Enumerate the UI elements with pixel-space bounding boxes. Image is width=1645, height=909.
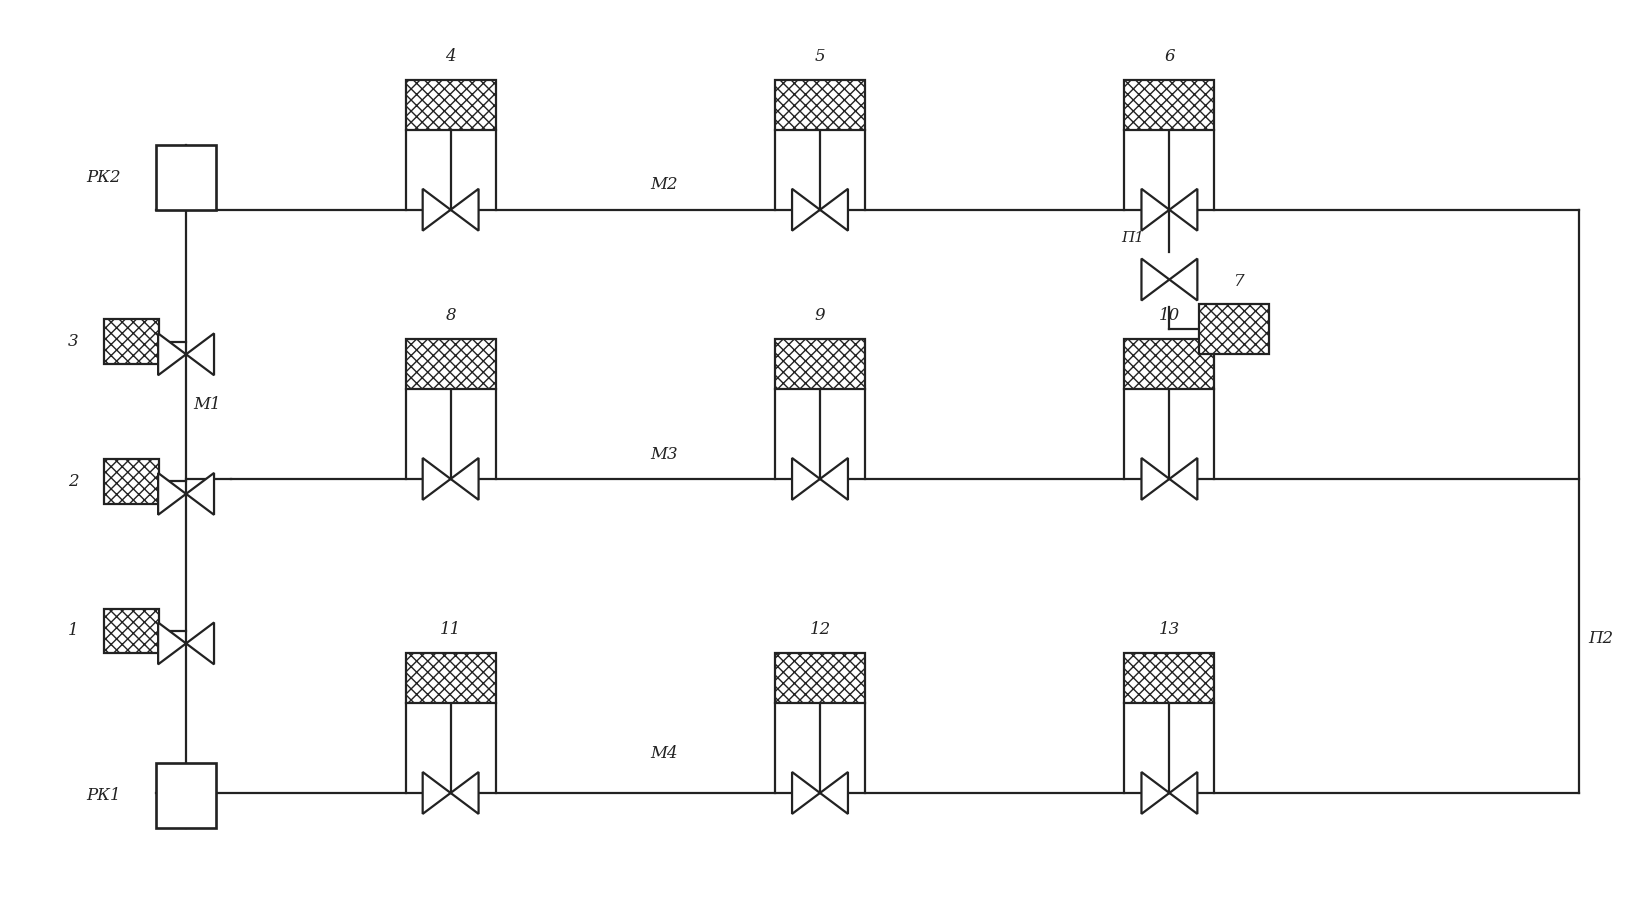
- Text: 1: 1: [67, 623, 79, 639]
- Polygon shape: [1142, 458, 1170, 500]
- Text: П2: П2: [1589, 630, 1614, 647]
- Bar: [104, 459, 158, 504]
- Polygon shape: [451, 772, 479, 814]
- Polygon shape: [158, 623, 186, 664]
- Text: 3: 3: [67, 334, 79, 350]
- Polygon shape: [819, 772, 847, 814]
- Bar: [406, 654, 495, 704]
- Polygon shape: [1170, 458, 1198, 500]
- Bar: [1125, 339, 1214, 389]
- Polygon shape: [819, 189, 847, 231]
- Polygon shape: [186, 623, 214, 664]
- Polygon shape: [791, 458, 819, 500]
- Polygon shape: [791, 772, 819, 814]
- Polygon shape: [158, 334, 186, 375]
- Text: 7: 7: [1234, 273, 1245, 289]
- Text: 8: 8: [446, 307, 456, 325]
- Polygon shape: [186, 473, 214, 514]
- Polygon shape: [423, 772, 451, 814]
- Polygon shape: [791, 189, 819, 231]
- Text: 12: 12: [809, 622, 831, 638]
- Text: М4: М4: [650, 744, 678, 762]
- Text: 4: 4: [446, 48, 456, 65]
- Text: 13: 13: [1158, 622, 1179, 638]
- Polygon shape: [1142, 258, 1170, 301]
- Polygon shape: [1142, 772, 1170, 814]
- Text: М2: М2: [650, 176, 678, 194]
- Text: 11: 11: [439, 622, 461, 638]
- Bar: [1125, 80, 1214, 130]
- Bar: [775, 339, 865, 389]
- Polygon shape: [1170, 772, 1198, 814]
- Polygon shape: [1142, 189, 1170, 231]
- Bar: [406, 339, 495, 389]
- Polygon shape: [423, 458, 451, 500]
- Bar: [1199, 305, 1270, 355]
- Bar: [775, 80, 865, 130]
- Text: 9: 9: [814, 307, 826, 325]
- Text: 10: 10: [1158, 307, 1179, 325]
- Bar: [156, 763, 215, 828]
- Polygon shape: [1170, 258, 1198, 301]
- Polygon shape: [186, 334, 214, 375]
- Bar: [104, 608, 158, 654]
- Bar: [1125, 654, 1214, 704]
- Text: 2: 2: [67, 473, 79, 490]
- Polygon shape: [451, 189, 479, 231]
- Bar: [406, 80, 495, 130]
- Text: РК2: РК2: [87, 169, 122, 185]
- Text: П1: П1: [1122, 231, 1145, 245]
- Bar: [775, 654, 865, 704]
- Text: М3: М3: [650, 445, 678, 463]
- Polygon shape: [819, 458, 847, 500]
- Polygon shape: [451, 458, 479, 500]
- Text: 5: 5: [814, 48, 826, 65]
- Bar: [104, 319, 158, 365]
- Polygon shape: [158, 473, 186, 514]
- Polygon shape: [423, 189, 451, 231]
- Text: РК1: РК1: [87, 787, 122, 804]
- Text: 6: 6: [1165, 48, 1175, 65]
- Bar: [156, 145, 215, 210]
- Polygon shape: [1170, 189, 1198, 231]
- Text: М1: М1: [192, 395, 220, 413]
